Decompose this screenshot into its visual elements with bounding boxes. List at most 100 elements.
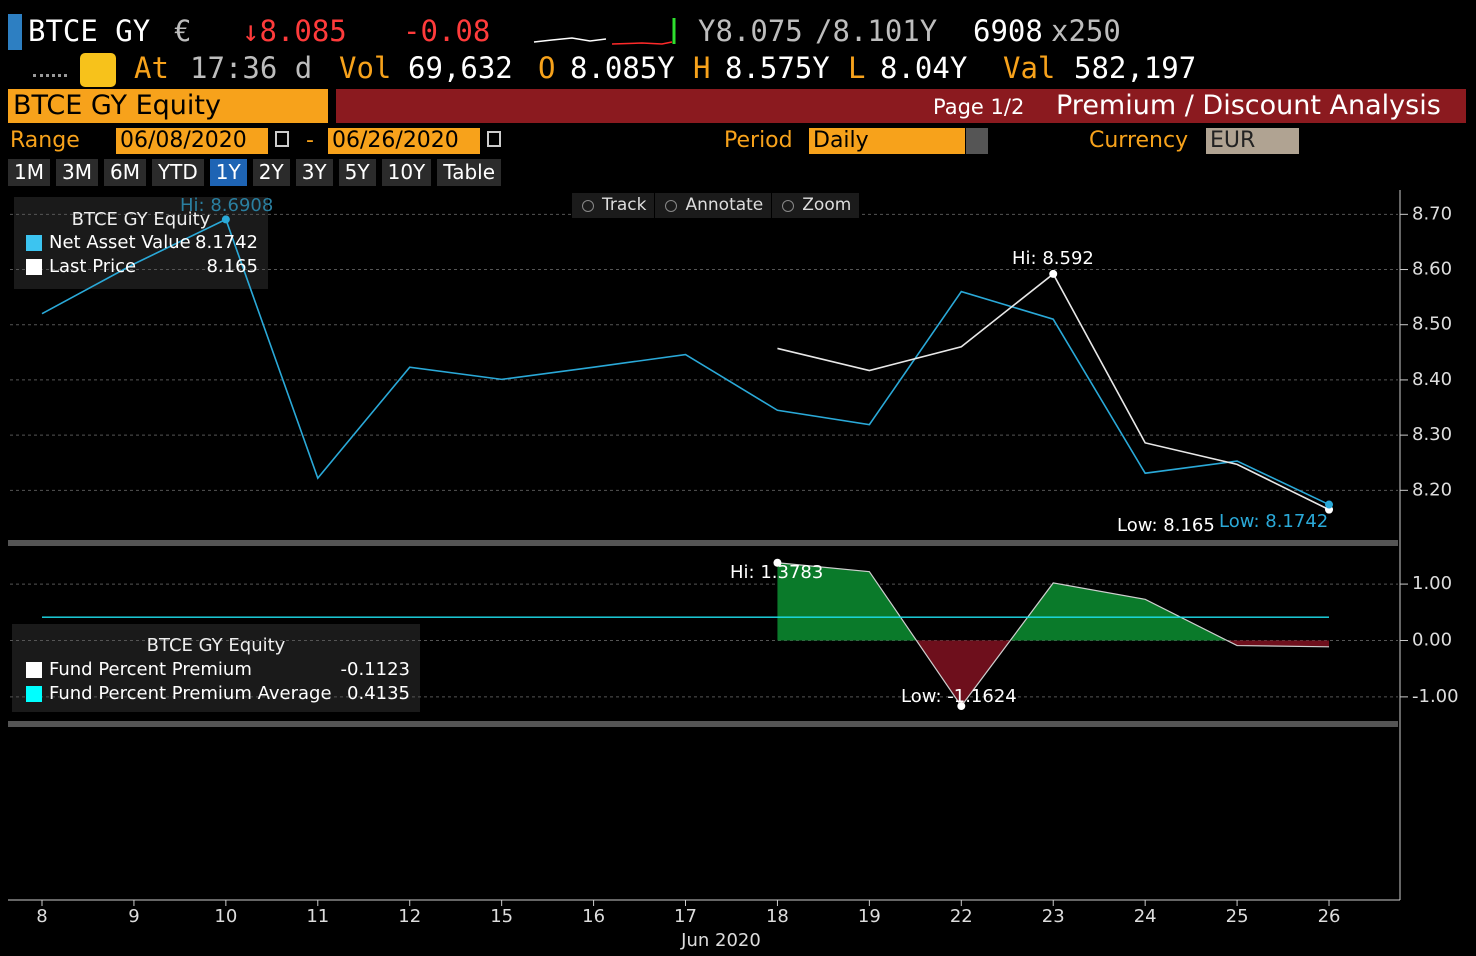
period-button[interactable]: 3M xyxy=(55,159,98,186)
dropdown-arrow[interactable] xyxy=(966,128,988,154)
range-label: Range xyxy=(10,128,80,153)
time-label: At xyxy=(134,51,169,85)
val-label: Val xyxy=(1003,51,1056,85)
security-box[interactable]: BTCE GY Equity xyxy=(8,89,328,123)
y-tick-label: 8.40 xyxy=(1412,369,1452,390)
vol: 69,632 xyxy=(408,51,513,85)
x-tick-label: 15 xyxy=(490,906,513,927)
line xyxy=(777,562,1330,708)
period-button[interactable]: 1M xyxy=(8,159,50,186)
extreme-marker xyxy=(1049,269,1058,278)
x-tick-label: 18 xyxy=(766,906,789,927)
sparkline xyxy=(533,18,676,45)
range-dash: - xyxy=(306,128,314,153)
status-dots xyxy=(33,74,67,81)
period-button[interactable]: Table xyxy=(437,159,501,186)
legend-title: BTCE GY Equity xyxy=(147,635,286,656)
screen-title: Premium / Discount Analysis xyxy=(1056,90,1441,121)
legend-swatch xyxy=(26,662,42,678)
currency-field[interactable]: EUR xyxy=(1206,128,1299,154)
chart-bg xyxy=(0,188,1476,956)
open-label: O xyxy=(538,51,556,85)
open: 8.085Y xyxy=(570,51,675,85)
x-tick-label: 22 xyxy=(950,906,973,927)
x-tick-label: 24 xyxy=(1134,906,1157,927)
x-tick-label: 16 xyxy=(582,906,605,927)
legend-value: -0.1123 xyxy=(341,659,410,680)
accent xyxy=(8,14,22,50)
page-label: Page 1/2 xyxy=(933,95,1025,119)
legend-title: BTCE GY Equity xyxy=(72,209,211,230)
x-tick-label: 23 xyxy=(1042,906,1065,927)
calendar-icon[interactable] xyxy=(487,131,501,147)
meter-icon xyxy=(80,53,116,87)
panel-divider xyxy=(8,721,1398,727)
period-button[interactable]: 2Y xyxy=(252,159,290,186)
y-tick-label: 8.20 xyxy=(1412,479,1452,500)
period-button[interactable]: 5Y xyxy=(338,159,376,186)
legend-label: Last Price xyxy=(49,256,136,277)
start-date[interactable]: 06/08/2020 xyxy=(116,128,268,154)
x-tick-label: 19 xyxy=(858,906,881,927)
y-tick-label: 0.00 xyxy=(1412,629,1452,650)
period-buttons: 1M 3M 6M YTD 1Y 2Y 3Y 5Y 10Y Table xyxy=(8,159,501,186)
high-label: H xyxy=(693,51,711,85)
size-mult: x250 xyxy=(1051,14,1121,48)
size: 6908 xyxy=(973,14,1043,48)
y-tick-label: 8.50 xyxy=(1412,314,1452,335)
tool-button[interactable]: Track xyxy=(572,193,656,218)
extreme-marker xyxy=(957,702,966,711)
x-axis-label: Jun 2020 xyxy=(680,930,761,951)
area-negative xyxy=(916,640,1330,707)
x-tick-label: 9 xyxy=(128,906,139,927)
price: ↓8.085 xyxy=(242,14,347,48)
time: 17:36 d xyxy=(190,51,313,85)
currency: € xyxy=(174,14,192,48)
legend-label: Fund Percent Premium xyxy=(49,659,252,680)
period-button[interactable]: 6M xyxy=(103,159,146,186)
legend-value: 8.165 xyxy=(206,256,258,277)
ask: /8.101Y xyxy=(815,14,938,48)
annotation: Low: -1.1624 xyxy=(901,686,1017,707)
currency-label: Currency xyxy=(1089,128,1189,153)
x-tick-label: 11 xyxy=(306,906,329,927)
title-bar xyxy=(336,89,1466,123)
annotation: Hi: 8.6908 xyxy=(180,195,273,216)
y-tick-label: 8.70 xyxy=(1412,203,1452,224)
tool-button[interactable]: Annotate xyxy=(655,193,773,218)
period-select[interactable]: Daily xyxy=(809,128,965,154)
end-date[interactable]: 06/26/2020 xyxy=(328,128,480,154)
extreme-marker xyxy=(221,215,230,224)
legend-box xyxy=(14,197,268,289)
x-tick-label: 26 xyxy=(1318,906,1341,927)
x-tick-label: 25 xyxy=(1226,906,1249,927)
y-tick-label: 8.60 xyxy=(1412,259,1452,280)
period-button[interactable]: YTD xyxy=(151,159,204,186)
area-positive xyxy=(777,562,1330,641)
period-button[interactable]: 3Y xyxy=(295,159,333,186)
y-tick-label: 8.30 xyxy=(1412,424,1452,445)
annotation: Hi: 1.3783 xyxy=(730,562,823,583)
panel-divider xyxy=(8,540,1398,546)
x-tick-label: 12 xyxy=(398,906,421,927)
y-tick-label: 1.00 xyxy=(1412,573,1452,594)
legend-swatch xyxy=(26,686,42,702)
annotation: Hi: 8.592 xyxy=(1012,248,1094,269)
legend-value: 8.1742 xyxy=(195,232,258,253)
tool-button[interactable]: Zoom xyxy=(772,193,861,218)
low-label: L xyxy=(848,51,866,85)
legend-swatch xyxy=(26,259,42,275)
period-label: Period xyxy=(724,128,793,153)
annotation: Low: 8.165 xyxy=(1117,515,1215,536)
line xyxy=(41,218,1330,506)
high: 8.575Y xyxy=(725,51,830,85)
period-button[interactable]: 10Y xyxy=(381,159,432,186)
period-button[interactable]: 1Y xyxy=(209,159,247,186)
calendar-icon[interactable] xyxy=(275,131,289,147)
extreme-marker xyxy=(773,558,782,567)
legend-swatch xyxy=(26,235,42,251)
low: 8.04Y xyxy=(880,51,968,85)
toolbar: Track Annotate Zoom xyxy=(572,193,861,218)
